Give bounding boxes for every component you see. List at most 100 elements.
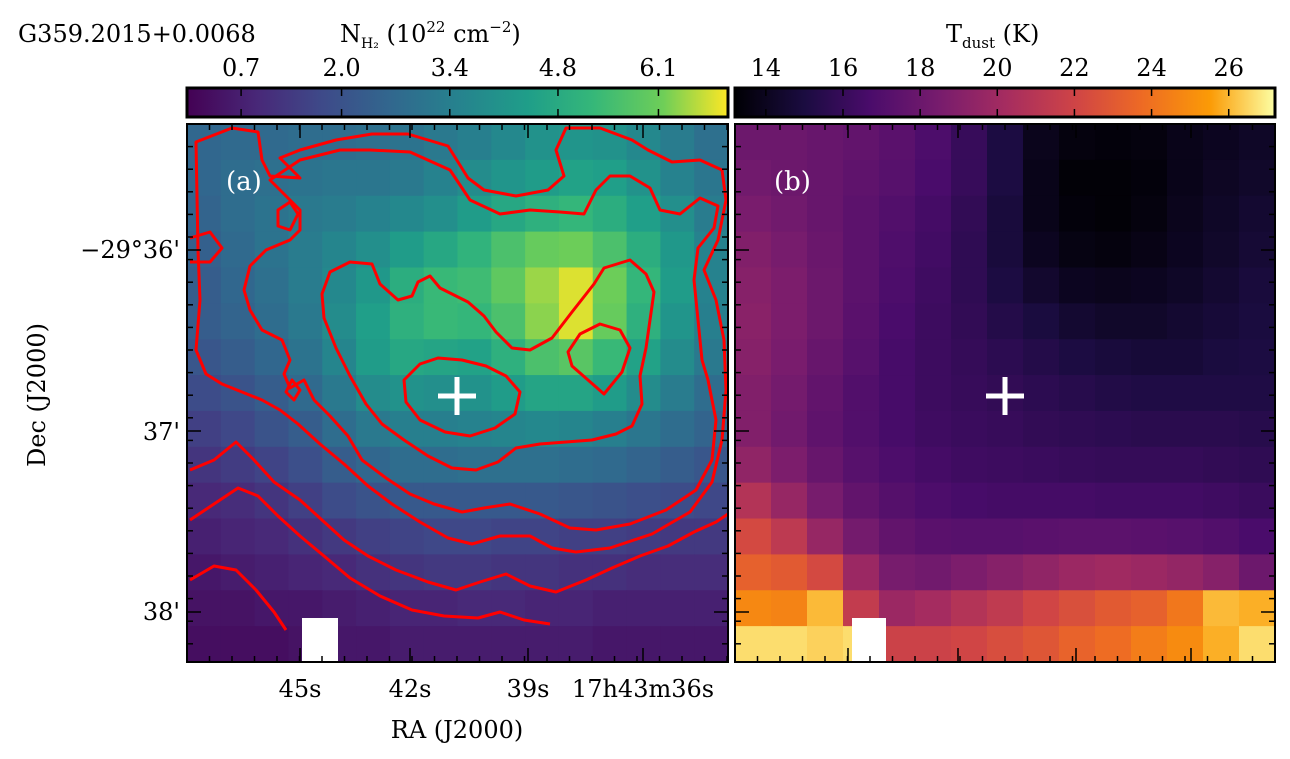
heatmap-cell	[187, 159, 222, 197]
heatmap-cell	[660, 590, 695, 627]
heatmap-cell	[879, 554, 916, 591]
heatmap-cell	[1059, 482, 1096, 520]
colorbar-b-tick-label: 14	[751, 54, 782, 82]
heatmap-cell	[843, 159, 880, 197]
heatmap-cell	[1239, 446, 1276, 484]
contour-small-loop-2	[284, 378, 302, 402]
colorbar-b-ticks: 14 16 18 20 22 24 26	[751, 54, 1244, 117]
heatmap-cell	[1131, 446, 1168, 484]
heatmap-cell	[1059, 590, 1096, 627]
heatmap-cell	[771, 267, 808, 304]
heatmap-cell	[457, 518, 492, 555]
heatmap-cell	[660, 303, 695, 340]
heatmap-cell	[771, 590, 808, 627]
heatmap-cell	[951, 518, 988, 555]
colorbar-a-label-rest3: )	[511, 20, 520, 48]
heatmap-cell	[457, 231, 492, 269]
heatmap-cell	[423, 375, 459, 412]
colorbar-a-tick-label: 4.8	[539, 54, 577, 82]
heatmap-cell	[1059, 410, 1096, 448]
heatmap-cell	[807, 590, 844, 627]
heatmap-cell	[220, 590, 256, 627]
heatmap-cell	[1167, 446, 1204, 484]
heatmap-cell	[525, 195, 560, 233]
heatmap-cell	[951, 159, 988, 197]
heatmap-cell	[322, 482, 357, 520]
heatmap-cell	[1023, 518, 1060, 555]
heatmap-cell	[1131, 554, 1168, 591]
heatmap-cell	[735, 590, 772, 627]
x-axis-title: RA (J2000)	[391, 716, 523, 744]
heatmap-cell	[879, 231, 916, 269]
colorbar-a-label-sup2: −2	[489, 18, 511, 36]
heatmap-cell	[187, 518, 222, 555]
heatmap-cell	[660, 554, 695, 591]
heatmap-cell	[807, 159, 844, 197]
heatmap-cell	[220, 375, 256, 412]
heatmap-cell	[1131, 626, 1168, 663]
heatmap-cell	[987, 482, 1024, 520]
heatmap-cell	[771, 518, 808, 555]
heatmap-cell	[1239, 339, 1276, 376]
colorbar-a-label: NH₂ (1022 cm−2)	[340, 18, 521, 52]
heatmap-cell	[915, 446, 952, 484]
heatmap-cell	[592, 124, 628, 161]
heatmap-cell	[1203, 554, 1240, 591]
heatmap-cell	[457, 124, 492, 161]
heatmap-cell	[592, 195, 628, 233]
heatmap-cell	[951, 124, 988, 161]
panel-a-frame	[186, 123, 729, 663]
contour-outer-3	[189, 440, 728, 594]
heatmap-cell	[423, 195, 459, 233]
heatmap-cell	[843, 231, 880, 269]
heatmap-cell	[558, 626, 594, 663]
heatmap-cell	[735, 339, 772, 376]
heatmap-cell	[356, 124, 391, 161]
heatmap-cell	[288, 267, 323, 304]
heatmap-cell	[660, 267, 695, 304]
colorbar-b-gradient	[733, 86, 1277, 119]
colorbar-a-tick-label: 2.0	[322, 54, 360, 82]
heatmap-cell	[389, 375, 425, 412]
heatmap-cell	[1095, 590, 1132, 627]
heatmap-cell	[1095, 159, 1132, 197]
heatmap-cell	[525, 410, 560, 448]
heatmap-cell	[987, 303, 1024, 340]
panel-a-blank-cell	[302, 618, 338, 662]
heatmap-cell	[1059, 626, 1096, 663]
heatmap-cell	[771, 446, 808, 484]
heatmap-cell	[735, 124, 772, 161]
heatmap-cell	[1167, 124, 1204, 161]
heatmap-cell	[1239, 159, 1276, 197]
heatmap-cell	[1095, 446, 1132, 484]
heatmap-cell	[915, 554, 952, 591]
heatmap-cell	[915, 339, 952, 376]
panel-a-label: (a)	[226, 167, 262, 197]
panel-b-marker	[986, 377, 1024, 415]
heatmap-cell	[1203, 626, 1240, 663]
heatmap-cell	[1095, 482, 1132, 520]
heatmap-cell	[254, 410, 290, 448]
heatmap-cell	[771, 124, 808, 161]
heatmap-cell	[322, 446, 357, 484]
panel-a-contours	[189, 126, 728, 631]
heatmap-cell	[987, 231, 1024, 269]
colorbar-a-ticks: 0.7 2.0 3.4 4.8 6.1	[222, 54, 678, 117]
heatmap-cell	[592, 590, 628, 627]
heatmap-cell	[491, 159, 526, 197]
heatmap-cell	[491, 590, 526, 627]
colorbar-a: 0.7 2.0 3.4 4.8 6.1	[185, 54, 730, 119]
heatmap-cell	[457, 410, 492, 448]
heatmap-cell	[525, 482, 560, 520]
heatmap-cell	[220, 267, 256, 304]
heatmap-cell	[951, 446, 988, 484]
heatmap-cell	[558, 267, 594, 304]
colorbar-a-tick-label: 3.4	[431, 54, 469, 82]
heatmap-cell	[1203, 159, 1240, 197]
heatmap-cell	[1167, 554, 1204, 591]
heatmap-cell	[915, 124, 952, 161]
heatmap-cell	[1023, 231, 1060, 269]
heatmap-cell	[592, 375, 628, 412]
heatmap-cell	[951, 482, 988, 520]
heatmap-cell	[660, 375, 695, 412]
